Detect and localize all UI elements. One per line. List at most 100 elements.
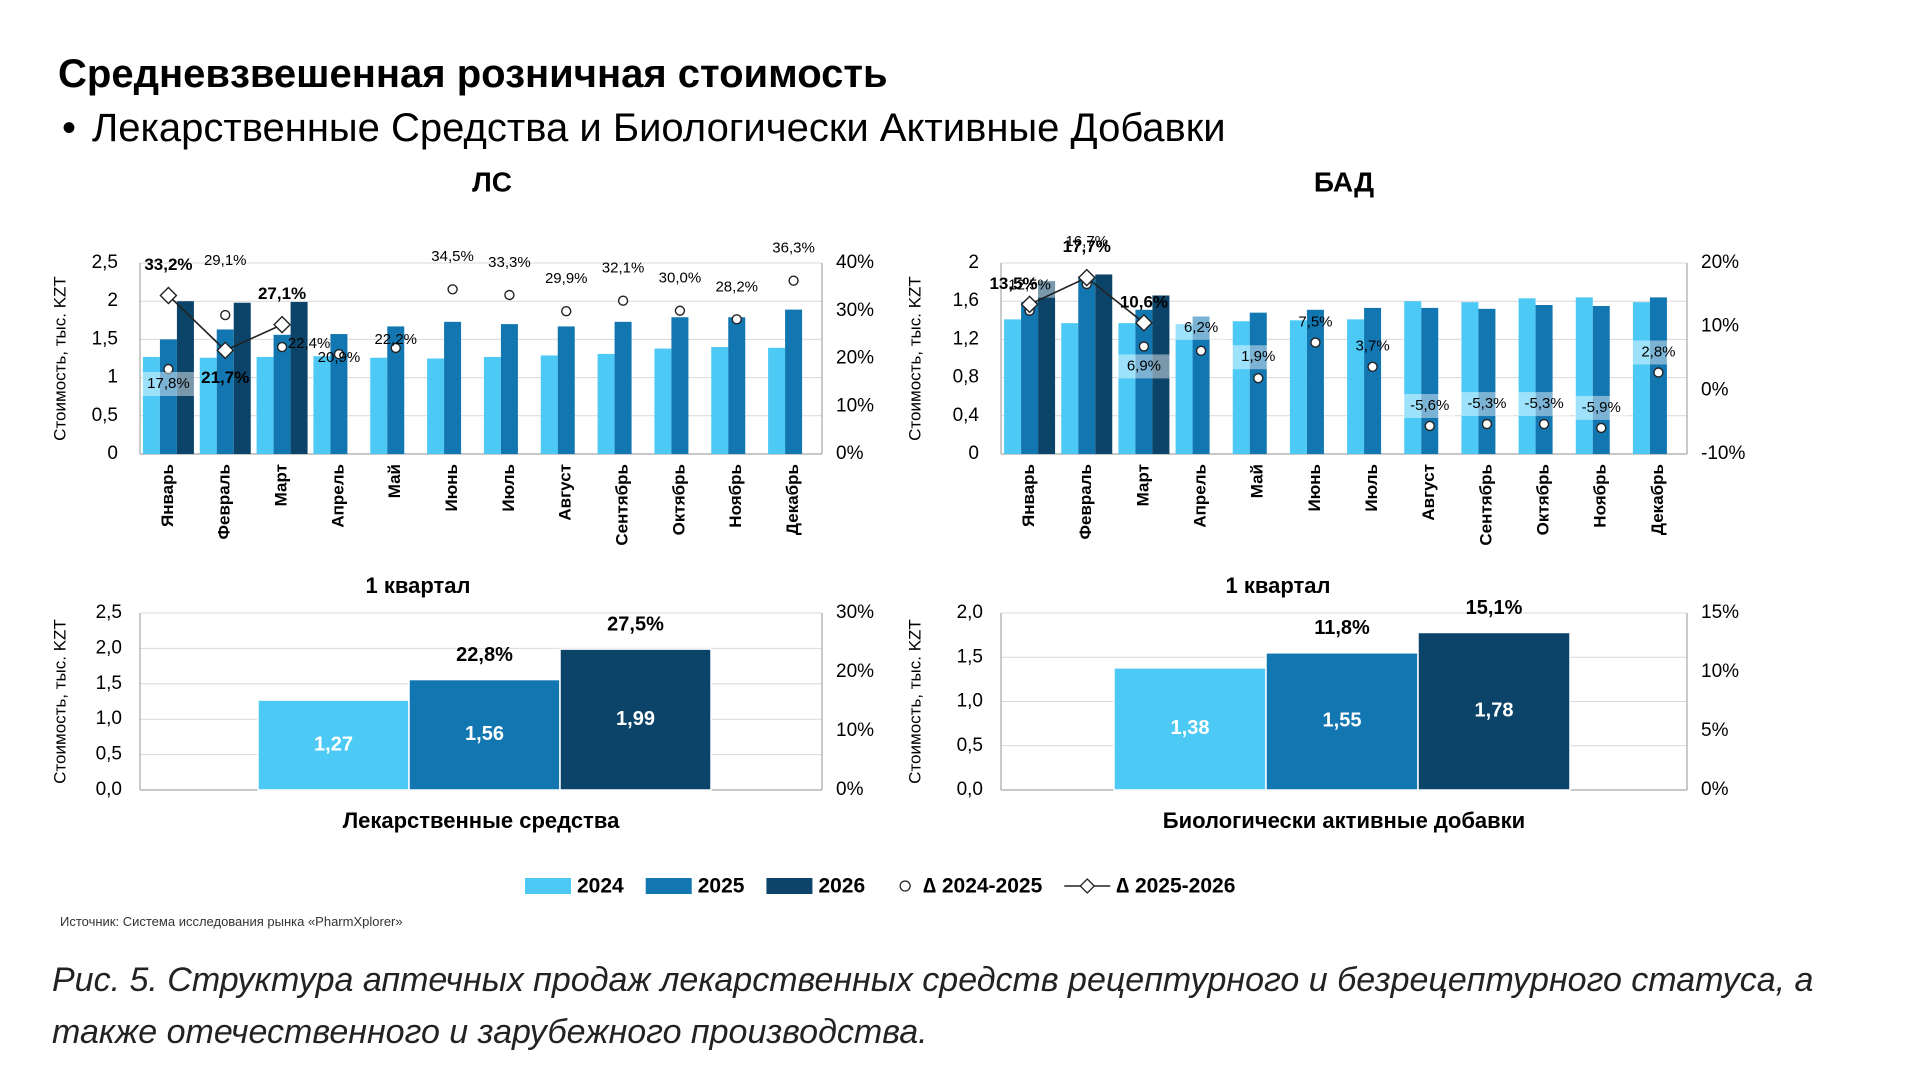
bad-monthly-x-tick: Май	[1248, 464, 1267, 498]
ls-monthly-bar-2024	[711, 347, 729, 454]
legend-item-3: ∆ 2024-2025	[899, 875, 1043, 898]
bad-monthly-bar-2024	[1518, 298, 1536, 454]
ls-quarter-value-label: 1,27	[314, 733, 353, 755]
ls-monthly-delta-2025-2026-point	[159, 286, 178, 305]
ls-monthly-y2-tick: 40%	[836, 252, 874, 273]
bad-monthly-delta-2024-2025-label: 1,9%	[1241, 348, 1275, 365]
bad-monthly-bar-2026	[1152, 295, 1170, 454]
bad-monthly-x-tick: Январь	[1019, 464, 1038, 527]
ls-quarter-bar-2026	[559, 648, 712, 791]
bad-quarter-y-tick: 1,5	[957, 646, 983, 667]
bad-monthly-bar-2024	[1404, 301, 1422, 454]
bad-quarter-y-tick: 0,0	[957, 779, 983, 800]
ls-monthly-y-axis-label: Стоимость, тыс. KZT	[50, 276, 69, 441]
ls-monthly-delta-2024-2025-label: 30,0%	[659, 270, 702, 287]
bad-monthly-x-tick: Август	[1419, 464, 1438, 521]
bad-quarter-bar-2026	[1417, 631, 1571, 791]
ls-monthly-delta-2025-2026-label: 21,7%	[201, 368, 249, 387]
ls-quarter-x-axis-label: Лекарственные средства	[343, 808, 620, 833]
bad-monthly-label-bg	[1575, 395, 1628, 420]
bad-monthly-y-tick: 0,8	[953, 367, 979, 388]
ls-monthly-x-tick: Февраль	[215, 464, 234, 540]
bad-monthly-label-bg	[1403, 393, 1456, 418]
bad-quarter-x-axis-label: Биологически активные добавки	[1163, 808, 1525, 833]
ls-quarter-y2-tick: 30%	[836, 602, 874, 623]
ls-monthly-delta-2024-2025-label: 28,2%	[715, 278, 758, 295]
bad-monthly-y2-tick: 20%	[1701, 252, 1739, 273]
bad-quarter-y2-tick: 15%	[1701, 602, 1739, 623]
legend-item-4: ∆ 2025-2026	[1064, 875, 1235, 898]
bad-monthly-y-axis-label: Стоимость, тыс. KZT	[905, 276, 924, 441]
ls-monthly-bar-2024	[427, 358, 445, 454]
ls-monthly-delta-2024-2025-label: 22,4%	[288, 335, 331, 352]
bad-monthly-y-tick: 0,4	[953, 405, 980, 426]
bad-monthly-delta-2024-2025-point	[1653, 367, 1664, 378]
ls-monthly-bar-2025	[273, 334, 291, 454]
ls-quarter-growth-label: 22,8%	[456, 644, 513, 666]
ls-monthly-x-tick: Сентябрь	[613, 464, 632, 546]
bad-monthly-y-tick: 1,2	[953, 328, 979, 349]
bad-monthly-delta-2024-2025-label: 6,2%	[1184, 319, 1218, 336]
ls-monthly-bar-2025	[785, 309, 803, 454]
ls-monthly-delta-2024-2025-point	[220, 309, 231, 321]
ls-monthly-delta-2024-2025-label: 32,1%	[602, 260, 645, 277]
legend-swatch	[525, 878, 571, 894]
legend-circle-marker	[899, 880, 911, 892]
bad-monthly-delta-2024-2025-label: -5,3%	[1467, 395, 1506, 412]
ls-monthly-bar-2025	[671, 317, 689, 454]
bad-quarter-value-label: 1,38	[1171, 717, 1210, 739]
bad-quarter-title: 1 квартал	[1226, 573, 1331, 598]
bad-monthly-bar-2024	[1632, 302, 1650, 454]
bad-monthly-label-bg	[1632, 340, 1685, 365]
ls-monthly-bar-2024	[540, 355, 558, 454]
page-subtitle: • Лекарственные Средства и Биологически А…	[62, 106, 1226, 151]
ls-monthly-delta-2024-2025-label: 22,2%	[374, 331, 417, 348]
figure-caption: Рис. 5. Структура аптечных продаж лекарс…	[52, 961, 1814, 1051]
bad-monthly-x-tick: Октябрь	[1534, 464, 1553, 535]
ls-monthly-x-tick: Ноябрь	[726, 464, 745, 528]
ls-monthly-bar-2025	[557, 326, 575, 454]
ls-monthly-x-tick: Декабрь	[783, 464, 802, 535]
subtitle-bullet: •	[62, 106, 77, 150]
ls-monthly-bar-2024	[597, 353, 615, 454]
bad-monthly-bar-2025	[1078, 276, 1096, 454]
ls-monthly-delta-2024-2025-label: 34,5%	[431, 248, 474, 265]
ls-monthly-y-tick: 0,5	[92, 405, 118, 426]
ls-monthly-bar-2025	[500, 324, 518, 454]
bad-quarter-growth-label: 11,8%	[1314, 617, 1370, 639]
bad-monthly-bar-2024	[1289, 320, 1307, 454]
ls-monthly-delta-2024-2025-label: 33,3%	[488, 254, 531, 271]
bad-monthly-x-tick: Февраль	[1076, 464, 1095, 540]
legend-label: 2024	[577, 875, 624, 898]
ls-monthly-bar-2026	[176, 301, 194, 454]
bad-monthly-delta-2024-2025-point	[1253, 373, 1264, 384]
ls-monthly-delta-2024-2025-label: 17,8%	[147, 375, 190, 392]
bad-monthly-y2-tick: 0%	[1701, 379, 1729, 400]
bad-monthly-delta-2025-2026-label: 10,6%	[1120, 292, 1168, 311]
ls-monthly-delta-2024-2025-point	[674, 305, 686, 316]
ls-quarter-value-label: 1,56	[465, 723, 504, 745]
legend-item-2: 2026	[766, 875, 865, 898]
bad-quarter-y2-tick: 5%	[1701, 720, 1729, 741]
bad-monthly-delta-2024-2025-label: -5,6%	[1410, 397, 1449, 414]
ls-quarter-y-tick: 2,5	[96, 602, 122, 623]
ls-monthly-delta-2024-2025-point	[163, 363, 174, 375]
bad-monthly-label-bg	[1003, 273, 1056, 298]
bad-monthly-x-tick: Апрель	[1191, 464, 1210, 528]
bad-monthly-y-tick: 1,6	[953, 290, 979, 311]
ls-monthly-x-tick: Апрель	[328, 464, 347, 528]
bad-monthly-delta-2024-2025-label: 7,5%	[1298, 314, 1332, 331]
bad-monthly-delta-2024-2025-label: 2,8%	[1641, 343, 1675, 360]
bad-monthly-delta-2025-2026-point	[1020, 295, 1039, 314]
ls-monthly-x-tick: Май	[385, 464, 404, 498]
ls-quarter-y-axis-label: Стоимость, тыс. KZT	[50, 619, 69, 784]
ls-monthly-y-tick: 1,5	[92, 328, 118, 349]
bad-monthly-delta-2025-2026-point	[1134, 313, 1153, 332]
bad-monthly-y2-tick: 10%	[1701, 316, 1739, 337]
bad-monthly-bar-2024	[1175, 324, 1193, 454]
bad-monthly-bar-2024	[1061, 323, 1079, 454]
ls-monthly-delta-2024-2025-label: 29,1%	[204, 252, 247, 269]
ls-monthly-bar-2025	[614, 321, 632, 454]
bad-monthly-bar-2026	[1038, 281, 1056, 454]
ls-monthly-delta-2024-2025-point	[561, 306, 572, 317]
